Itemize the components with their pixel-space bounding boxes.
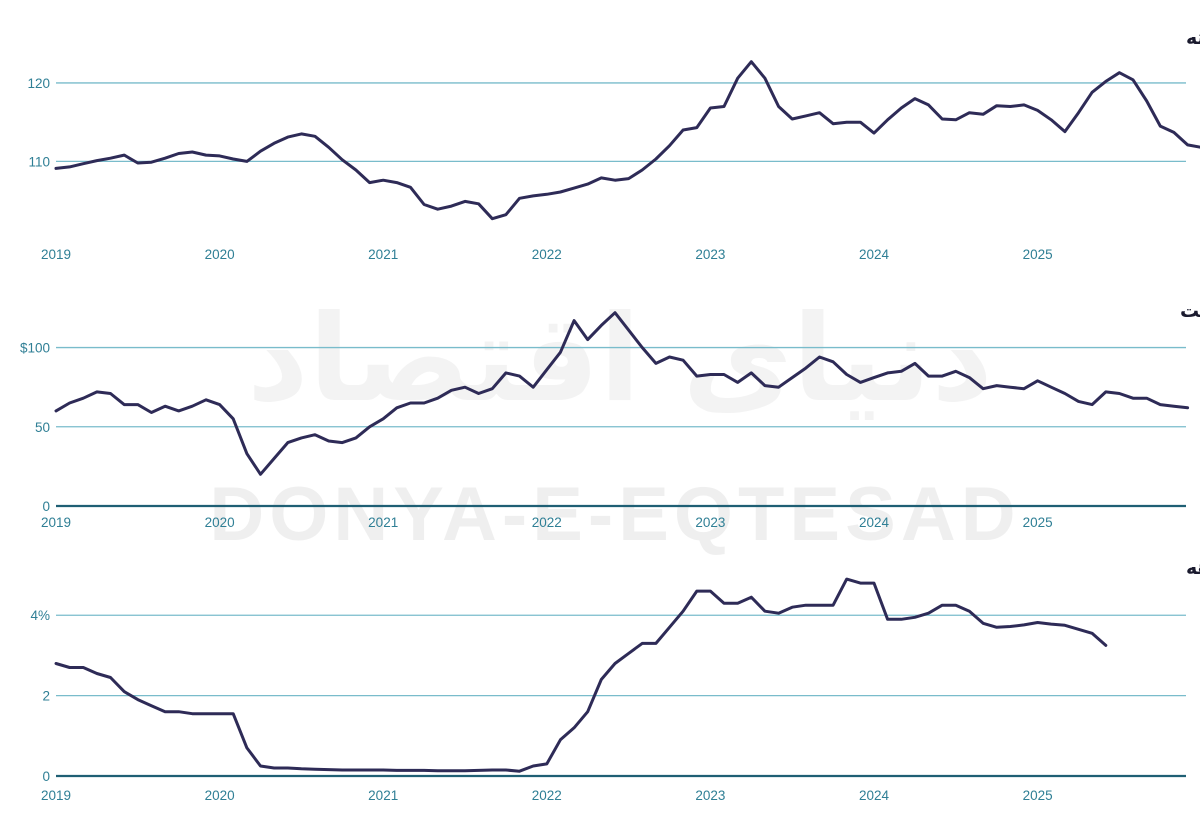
y-tick-label: 0	[42, 769, 50, 784]
x-tick-label: 2020	[205, 515, 235, 530]
x-tick-label: 2023	[695, 247, 725, 262]
series-line	[54, 60, 1200, 221]
brent-price-chart: قیمت برنت 0 50 $100 2019 2020 2021 2022 2023 202…	[20, 300, 1200, 530]
x-tick-label: 2019	[41, 247, 71, 262]
x-tick-label: 2023	[695, 788, 725, 803]
y-tick-label: 2	[42, 689, 50, 704]
x-tick-label: 2025	[1023, 247, 1053, 262]
x-tick-label: 2024	[859, 247, 890, 262]
watermark: دنیای اقتصاد DONYA-E-EQTESAD	[209, 290, 1020, 557]
chart-title: شاخص اسمی دلار آمریکا در اقتصادهای پیشرف…	[1186, 25, 1200, 49]
x-tick-label: 2022	[532, 515, 562, 530]
y-tick-label: 110	[28, 154, 50, 169]
x-tick-label: 2021	[368, 515, 398, 530]
dollar-index-chart: شاخص اسمی دلار آمریکا در اقتصادهای پیشرف…	[27, 25, 1200, 262]
x-tick-label: 2020	[205, 247, 235, 262]
x-tick-label: 2021	[368, 247, 398, 262]
y-tick-label: 4%	[30, 608, 50, 623]
series-line	[54, 311, 1190, 476]
fed-rate-expectation-chart: نرخ انتظاری بهره فدرال‌رزرو در افق دوازد…	[30, 557, 1200, 803]
y-tick-label: 50	[35, 420, 50, 435]
y-tick-label: 120	[27, 76, 50, 91]
x-tick-label: 2022	[532, 788, 562, 803]
x-tick-label: 2021	[368, 788, 398, 803]
chart-title: قیمت برنت	[1180, 300, 1200, 322]
x-tick-label: 2024	[859, 515, 890, 530]
x-tick-label: 2024	[859, 788, 890, 803]
watermark-en: DONYA-E-EQTESAD	[209, 472, 1020, 557]
watermark-fa: دنیای اقتصاد	[247, 290, 993, 429]
series-line	[54, 577, 1108, 773]
x-tick-label: 2023	[695, 515, 725, 530]
y-tick-label: $100	[20, 341, 50, 356]
y-tick-label: 0	[42, 499, 50, 514]
x-tick-label: 2019	[41, 788, 71, 803]
x-tick-label: 2020	[205, 788, 235, 803]
x-tick-label: 2019	[41, 515, 71, 530]
x-tick-label: 2022	[532, 247, 562, 262]
x-tick-label: 2025	[1023, 515, 1053, 530]
x-tick-label: 2025	[1023, 788, 1053, 803]
chart-title: نرخ انتظاری بهره فدرال‌رزرو در افق دوازد…	[1186, 557, 1200, 579]
